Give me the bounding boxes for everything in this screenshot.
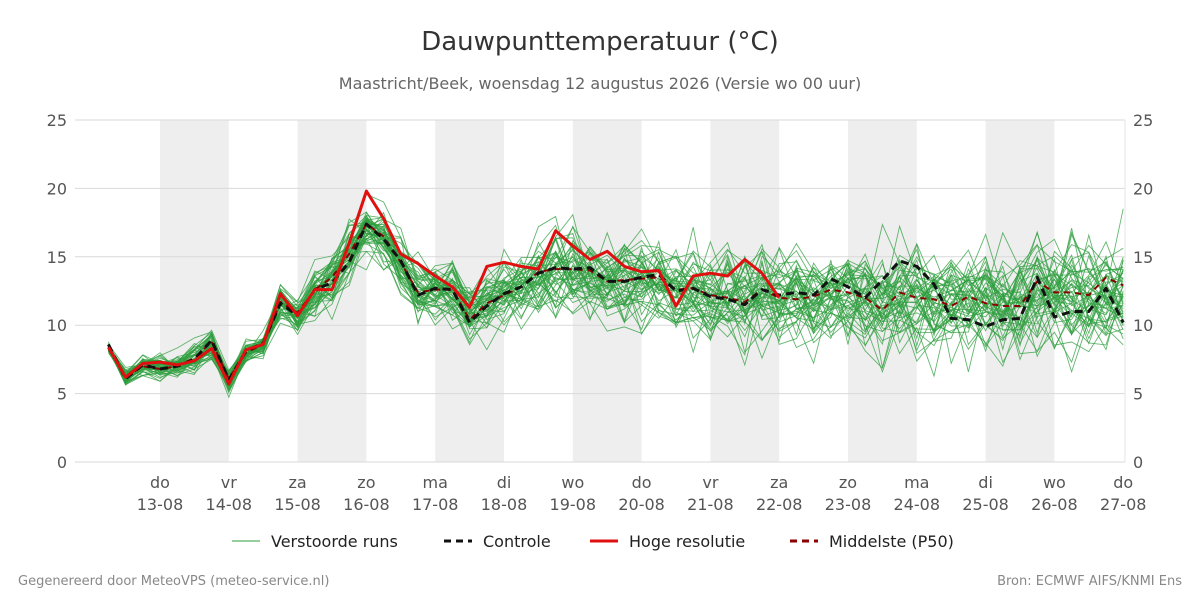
legend-label-0: Verstoorde runs	[271, 532, 398, 551]
chart-subtitle: Maastricht/Beek, woensdag 12 augustus 20…	[339, 74, 861, 93]
x-tick-date-4: 17-08	[412, 495, 459, 514]
x-tick-day-9: za	[770, 473, 788, 492]
series-middelste-p50	[107, 223, 1124, 380]
x-tick-day-8: vr	[702, 473, 718, 492]
ensemble-run-49	[108, 231, 1124, 387]
series-hoge-resolutie	[107, 189, 781, 386]
x-tick-day-7: do	[632, 473, 652, 492]
y-tick-left-0: 0	[57, 453, 67, 472]
legend-label-2: Hoge resolutie	[629, 532, 745, 551]
y-tick-left-10: 10	[47, 316, 67, 335]
y-tick-right-25: 25	[1133, 111, 1153, 130]
x-tick-day-5: di	[497, 473, 512, 492]
x-tick-date-7: 20-08	[618, 495, 665, 514]
x-tick-date-2: 15-08	[274, 495, 321, 514]
y-tick-right-10: 10	[1133, 316, 1153, 335]
x-tick-day-13: wo	[1043, 473, 1066, 492]
x-tick-date-6: 19-08	[550, 495, 597, 514]
legend: Verstoorde runs Controle Hoge resolutie Mid…	[232, 532, 954, 551]
x-tick-day-2: za	[288, 473, 306, 492]
x-tick-date-11: 24-08	[894, 495, 941, 514]
main-series	[107, 189, 1125, 386]
x-tick-day-14: do	[1113, 473, 1133, 492]
gridlines	[75, 119, 1125, 463]
ensemble-run-39	[108, 218, 1124, 380]
x-tick-date-12: 25-08	[962, 495, 1009, 514]
x-tick-date-0: 13-08	[137, 495, 184, 514]
x-tick-date-9: 22-08	[756, 495, 803, 514]
chart-title: Dauwpunttemperatuur (°C)	[421, 27, 779, 57]
y-tick-left-25: 25	[47, 111, 67, 130]
shade-band-0	[160, 120, 229, 462]
ensemble-run-50	[108, 218, 1124, 384]
y-tick-right-5: 5	[1133, 385, 1143, 404]
x-tick-date-8: 21-08	[687, 495, 734, 514]
x-tick-date-14: 27-08	[1100, 495, 1147, 514]
x-tick-date-3: 16-08	[343, 495, 390, 514]
y-tick-right-20: 20	[1133, 179, 1153, 198]
ensemble-run-46	[108, 223, 1124, 391]
x-tick-day-10: zo	[839, 473, 857, 492]
x-tick-day-11: ma	[904, 473, 929, 492]
ensemble-run-41	[107, 228, 1124, 387]
x-tick-date-5: 18-08	[481, 495, 528, 514]
y-tick-left-5: 5	[57, 385, 67, 404]
x-tick-day-1: vr	[221, 473, 237, 492]
y-tick-left-20: 20	[47, 179, 67, 198]
y-tick-left-15: 15	[47, 248, 67, 267]
x-tick-date-1: 14-08	[206, 495, 253, 514]
y-tick-right-15: 15	[1133, 248, 1153, 267]
y-tick-right-0: 0	[1133, 453, 1143, 472]
series-controle	[107, 222, 1125, 382]
footer-generated: Gegenereerd door MeteoVPS (meteo-service…	[18, 574, 329, 589]
shade-band-3	[572, 120, 642, 462]
x-tick-day-0: do	[150, 473, 170, 492]
x-tick-day-4: ma	[423, 473, 448, 492]
x-tick-day-3: zo	[357, 473, 375, 492]
x-tick-date-10: 23-08	[825, 495, 872, 514]
legend-label-1: Controle	[483, 532, 551, 551]
x-tick-date-13: 26-08	[1031, 495, 1078, 514]
footer-source: Bron: ECMWF AIFS/KNMI Ens	[997, 574, 1182, 589]
x-tick-day-6: wo	[561, 473, 584, 492]
legend-label-3: Middelste (P50)	[829, 532, 954, 551]
axes: 0 0 5 5 10 10 15 15 20 20 25 25 do 13-08 vr 14-08 za 15-0…	[47, 111, 1154, 514]
x-tick-day-12: di	[978, 473, 993, 492]
